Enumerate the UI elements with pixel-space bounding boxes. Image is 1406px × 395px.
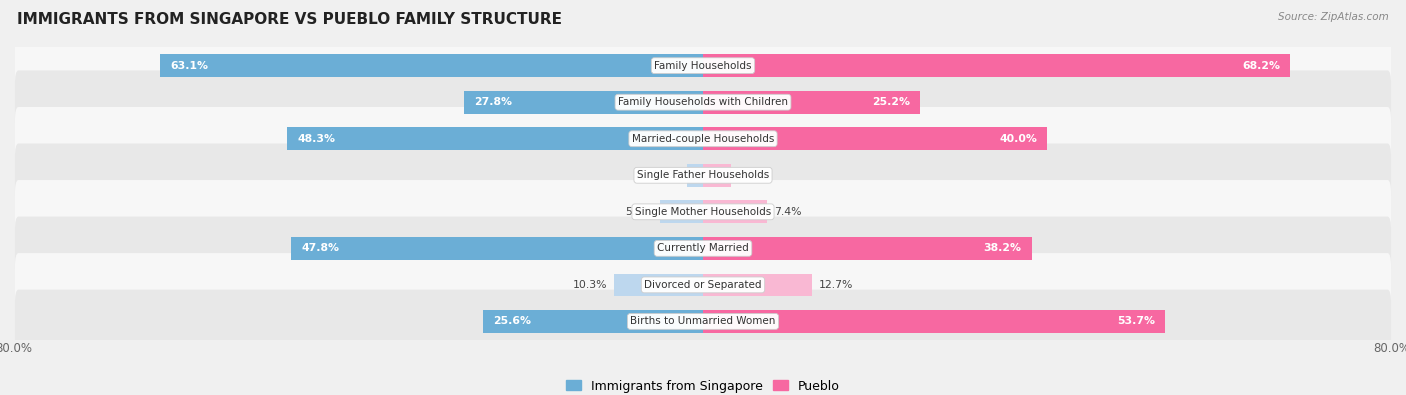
- Text: 10.3%: 10.3%: [572, 280, 607, 290]
- Bar: [703, 91, 920, 113]
- Text: 1.9%: 1.9%: [652, 170, 679, 180]
- FancyBboxPatch shape: [15, 34, 1391, 98]
- Text: 12.7%: 12.7%: [820, 280, 853, 290]
- Text: 7.4%: 7.4%: [773, 207, 801, 217]
- Bar: [703, 237, 1032, 260]
- Bar: [482, 310, 703, 333]
- Text: Family Households: Family Households: [654, 61, 752, 71]
- Text: 25.2%: 25.2%: [872, 97, 910, 107]
- Text: 68.2%: 68.2%: [1241, 61, 1279, 71]
- Text: 40.0%: 40.0%: [1000, 134, 1038, 144]
- Bar: [703, 310, 1166, 333]
- Bar: [659, 201, 703, 223]
- Bar: [703, 128, 1047, 150]
- Text: Births to Unmarried Women: Births to Unmarried Women: [630, 316, 776, 326]
- Bar: [686, 164, 703, 186]
- Text: 3.3%: 3.3%: [738, 170, 766, 180]
- FancyBboxPatch shape: [15, 70, 1391, 134]
- FancyBboxPatch shape: [15, 107, 1391, 171]
- Legend: Immigrants from Singapore, Pueblo: Immigrants from Singapore, Pueblo: [561, 375, 845, 395]
- Text: 48.3%: 48.3%: [298, 134, 336, 144]
- Bar: [464, 91, 703, 113]
- Text: Divorced or Separated: Divorced or Separated: [644, 280, 762, 290]
- Text: 53.7%: 53.7%: [1118, 316, 1156, 326]
- Text: 5.0%: 5.0%: [626, 207, 652, 217]
- Text: Currently Married: Currently Married: [657, 243, 749, 253]
- Bar: [703, 55, 1291, 77]
- FancyBboxPatch shape: [15, 253, 1391, 317]
- Text: 47.8%: 47.8%: [302, 243, 340, 253]
- Text: 38.2%: 38.2%: [984, 243, 1022, 253]
- Bar: [703, 274, 813, 296]
- Text: 27.8%: 27.8%: [474, 97, 512, 107]
- Bar: [703, 164, 731, 186]
- Bar: [287, 128, 703, 150]
- FancyBboxPatch shape: [15, 216, 1391, 280]
- Text: Married-couple Households: Married-couple Households: [631, 134, 775, 144]
- FancyBboxPatch shape: [15, 180, 1391, 244]
- Text: Family Households with Children: Family Households with Children: [619, 97, 787, 107]
- Bar: [614, 274, 703, 296]
- FancyBboxPatch shape: [15, 290, 1391, 353]
- Text: 63.1%: 63.1%: [170, 61, 208, 71]
- Text: Single Mother Households: Single Mother Households: [636, 207, 770, 217]
- FancyBboxPatch shape: [15, 143, 1391, 207]
- Text: Single Father Households: Single Father Households: [637, 170, 769, 180]
- Text: Source: ZipAtlas.com: Source: ZipAtlas.com: [1278, 12, 1389, 22]
- Bar: [703, 201, 766, 223]
- Text: 25.6%: 25.6%: [494, 316, 531, 326]
- Text: IMMIGRANTS FROM SINGAPORE VS PUEBLO FAMILY STRUCTURE: IMMIGRANTS FROM SINGAPORE VS PUEBLO FAMI…: [17, 12, 562, 27]
- Bar: [291, 237, 703, 260]
- Bar: [160, 55, 703, 77]
